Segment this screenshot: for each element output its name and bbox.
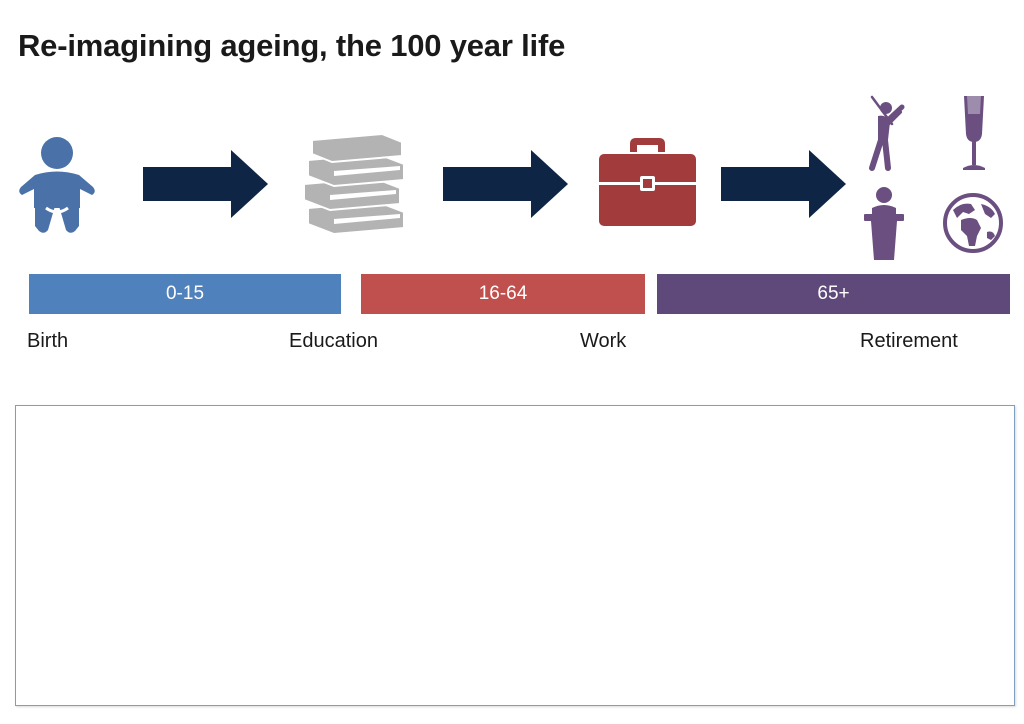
stage-label-birth: Birth xyxy=(27,330,69,352)
arrow-right-icon xyxy=(143,150,268,218)
page-title: Re-imagining ageing, the 100 year life xyxy=(18,28,566,63)
golfer-icon xyxy=(869,95,905,171)
age-band-working-age: 16-64 xyxy=(361,274,645,314)
books-icon xyxy=(303,132,405,236)
speaker-podium-icon xyxy=(864,187,904,260)
briefcase-icon xyxy=(599,138,696,226)
baby-icon xyxy=(19,137,95,233)
globe-icon xyxy=(943,193,1003,253)
age-band-label: 65+ xyxy=(817,283,850,304)
age-band-label: 16-64 xyxy=(478,283,528,304)
stage-label-retirement: Retirement xyxy=(860,330,958,352)
arrow-right-icon xyxy=(721,150,846,218)
age-band-retirement: 65+ xyxy=(657,274,1010,314)
age-band-label: 0-15 xyxy=(165,283,205,304)
empty-content-box xyxy=(15,405,1015,706)
stage-label-work: Work xyxy=(580,330,627,352)
age-band-childhood: 0-15 xyxy=(29,274,341,314)
arrow-right-icon xyxy=(443,150,568,218)
stage-label-education: Education xyxy=(289,330,378,352)
champagne-glass-icon xyxy=(963,96,985,170)
